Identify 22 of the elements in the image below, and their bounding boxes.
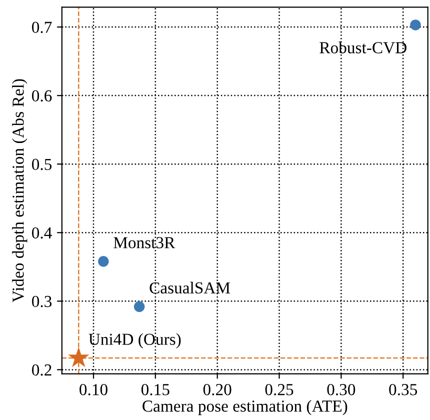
x-tick-label: 0.15 bbox=[141, 384, 170, 396]
annotation: CasualSAM bbox=[150, 282, 230, 294]
point bbox=[410, 20, 421, 30]
y-tick-label: 0.4 bbox=[32, 227, 52, 239]
annotation: Robust-CVD bbox=[320, 42, 406, 54]
annotation: Uni4D (Ours) bbox=[88, 333, 181, 348]
y-tick-label: 0.7 bbox=[32, 22, 52, 34]
annotation: Monst3R bbox=[114, 237, 176, 248]
x-tick-label: 0.25 bbox=[265, 384, 294, 396]
x-axis-title: Camera pose estimation (ATE) bbox=[142, 400, 348, 416]
point bbox=[98, 256, 109, 267]
x-tick-label: 0.10 bbox=[80, 384, 108, 396]
y-tick-label: 0.2 bbox=[32, 364, 52, 376]
y-tick-label: 0.3 bbox=[32, 296, 52, 308]
x-tick-label: 0.35 bbox=[389, 384, 418, 396]
x-tick-label: 0.30 bbox=[327, 384, 356, 396]
y-tick-label: 0.6 bbox=[32, 90, 52, 102]
point bbox=[68, 346, 90, 368]
x-tick-label: 0.20 bbox=[203, 384, 232, 396]
y-axis-title: Video depth estimation (Abs Rel) bbox=[12, 79, 28, 302]
point bbox=[134, 301, 145, 312]
y-tick-label: 0.5 bbox=[32, 158, 52, 170]
